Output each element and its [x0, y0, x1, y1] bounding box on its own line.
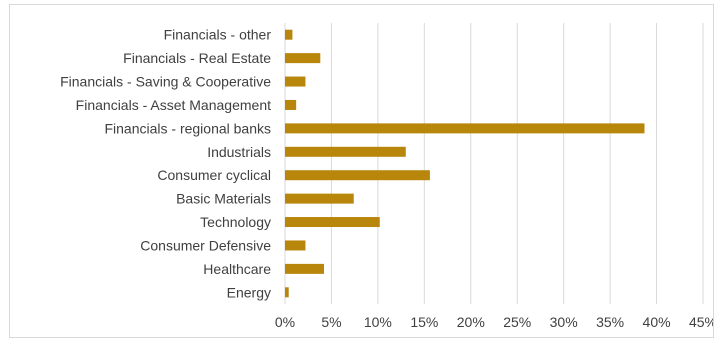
- x-tick-labels: 0% 5% 10% 15% 20% 25% 30% 35% 40% 45%: [275, 314, 713, 330]
- bar-chart: Financials - other Financials - Real Esta…: [60, 23, 713, 330]
- bar: [285, 240, 306, 251]
- x-tick-label: 40%: [643, 314, 671, 330]
- bar: [285, 287, 289, 298]
- bars: [285, 29, 645, 298]
- category-label: Financials - Real Estate: [123, 50, 271, 66]
- category-labels: Financials - other Financials - Real Esta…: [60, 27, 271, 301]
- bar: [285, 193, 354, 204]
- bar: [285, 170, 430, 181]
- category-label: Financials - other: [164, 27, 272, 43]
- bar: [285, 263, 325, 274]
- x-tick-label: 0%: [275, 314, 295, 330]
- x-tick-label: 10%: [364, 314, 392, 330]
- x-tick-label: 45%: [689, 314, 713, 330]
- bar: [285, 123, 645, 134]
- category-label: Energy: [227, 284, 271, 300]
- category-label: Basic Materials: [176, 191, 271, 207]
- bar: [285, 76, 306, 87]
- x-tick-label: 15%: [410, 314, 438, 330]
- category-label: Financials - Saving & Cooperative: [60, 74, 271, 90]
- chart-frame: Financials - other Financials - Real Esta…: [9, 4, 714, 338]
- gridlines: [284, 23, 704, 304]
- category-label: Industrials: [207, 144, 271, 160]
- category-label: Consumer Defensive: [140, 237, 271, 253]
- x-tick-label: 30%: [550, 314, 578, 330]
- category-label: Technology: [200, 214, 271, 230]
- category-label: Consumer cyclical: [157, 167, 271, 183]
- category-label: Financials - Asset Management: [76, 97, 271, 113]
- bar: [285, 29, 293, 40]
- bar: [285, 217, 380, 228]
- x-tick-label: 35%: [596, 314, 624, 330]
- x-tick-label: 5%: [321, 314, 341, 330]
- category-label: Healthcare: [203, 261, 271, 277]
- x-tick-label: 20%: [457, 314, 485, 330]
- x-tick-label: 25%: [503, 314, 531, 330]
- bar: [285, 146, 406, 157]
- bar: [285, 53, 321, 64]
- category-label: Financials - regional banks: [104, 120, 271, 136]
- bar: [285, 99, 297, 110]
